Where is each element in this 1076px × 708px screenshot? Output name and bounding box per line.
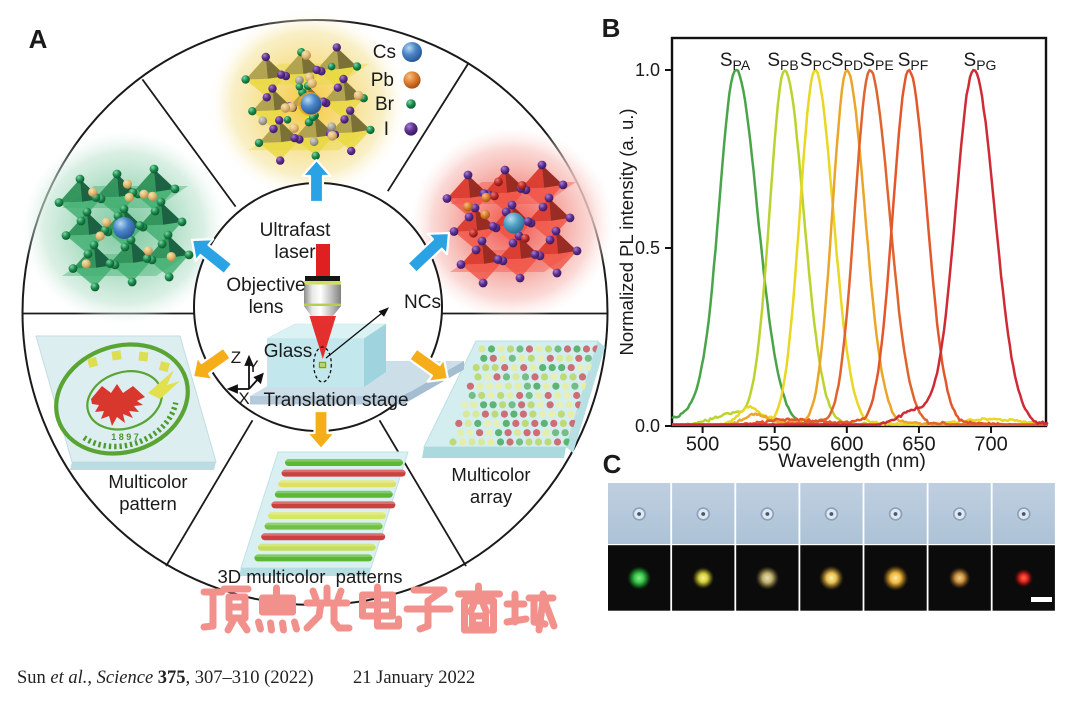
svg-text:Normalized PL intensity (a. u.: Normalized PL intensity (a. u.) [616,108,637,355]
svg-text:0.0: 0.0 [635,416,660,436]
svg-text:Z: Z [231,348,241,367]
svg-text:600: 600 [830,434,863,456]
svg-text:lens: lens [249,297,284,318]
svg-text:550: 550 [758,434,791,456]
svg-text:Objective: Objective [226,275,305,296]
svg-text:Wavelength (nm): Wavelength (nm) [778,450,926,472]
svg-text:700: 700 [974,434,1007,456]
svg-text:0.5: 0.5 [635,238,660,258]
svg-text:Translation stage: Translation stage [263,390,408,411]
svg-text:laser: laser [274,242,316,263]
svg-text:1 8 9 7: 1 8 9 7 [111,432,139,442]
svg-text:Multicolor: Multicolor [451,464,530,485]
svg-text:NCs: NCs [404,292,441,313]
svg-text:A: A [29,24,48,54]
svg-text:Pb: Pb [371,70,394,91]
svg-text:650: 650 [902,434,935,456]
svg-text:I: I [384,119,389,140]
svg-text:Ultrafast: Ultrafast [260,220,331,241]
svg-text:B: B [602,13,621,43]
svg-text:500: 500 [686,434,719,456]
svg-text:X: X [238,389,249,408]
svg-text:Sun et al., Science 375, 307–3: Sun et al., Science 375, 307–310 (2022) [17,668,314,688]
svg-text:Cs: Cs [373,42,396,63]
svg-text:3D multicolor patterns: 3D multicolor patterns [217,566,402,587]
svg-text:Glass: Glass [264,341,313,362]
svg-text:Y: Y [247,357,258,376]
svg-text:C: C [603,449,622,479]
svg-text:Multicolor: Multicolor [108,471,187,492]
svg-text:pattern: pattern [119,493,177,514]
svg-text:21 January 2022: 21 January 2022 [353,668,475,688]
svg-text:1.0: 1.0 [635,60,660,80]
svg-text:array: array [470,486,513,507]
svg-text:Br: Br [375,94,395,115]
